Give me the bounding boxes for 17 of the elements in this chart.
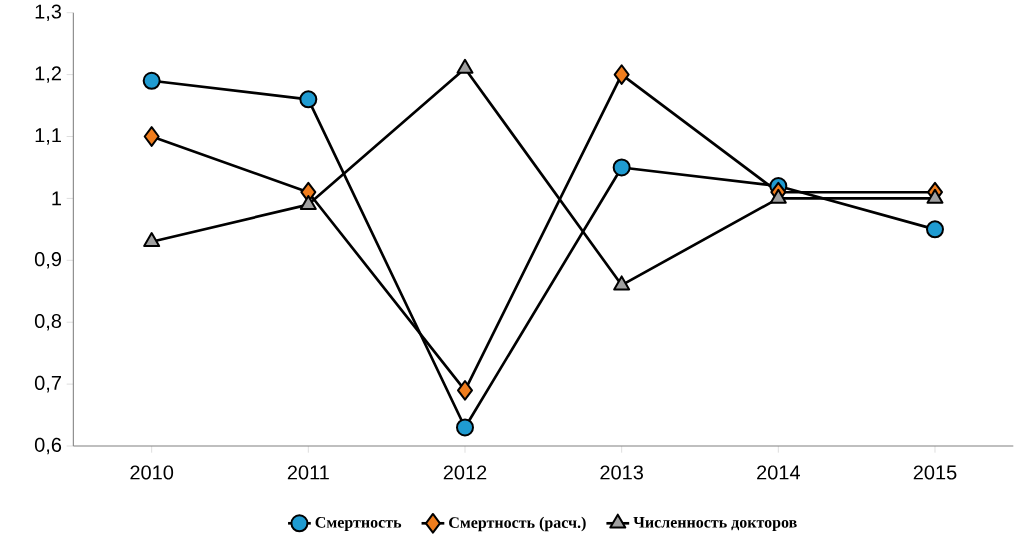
- x-tick-label: 2011: [287, 465, 329, 480]
- y-tick-label: 0,9: [34, 251, 61, 269]
- y-tick-label: 0,7: [34, 375, 61, 393]
- x-tick-label: 2010: [130, 465, 174, 480]
- y-tick-label: 1,3: [35, 4, 62, 21]
- legend-label: Смертность (расч.): [449, 516, 586, 532]
- x-tick-label: 2015: [913, 465, 957, 480]
- x-tick-label: 2013: [600, 465, 644, 480]
- legend-label: Смертность: [315, 516, 402, 531]
- x-tick-label: 2014: [757, 465, 800, 480]
- y-tick-label: 1: [52, 191, 61, 206]
- legend-label: Численность докторов: [633, 516, 797, 531]
- y-tick-label: 0,8: [34, 313, 62, 331]
- y-tick-label: 1,2: [35, 66, 61, 83]
- x-tick-label: 2012: [443, 465, 487, 480]
- y-tick-label: 0,6: [34, 437, 62, 455]
- y-tick-label: 1,1: [35, 128, 61, 145]
